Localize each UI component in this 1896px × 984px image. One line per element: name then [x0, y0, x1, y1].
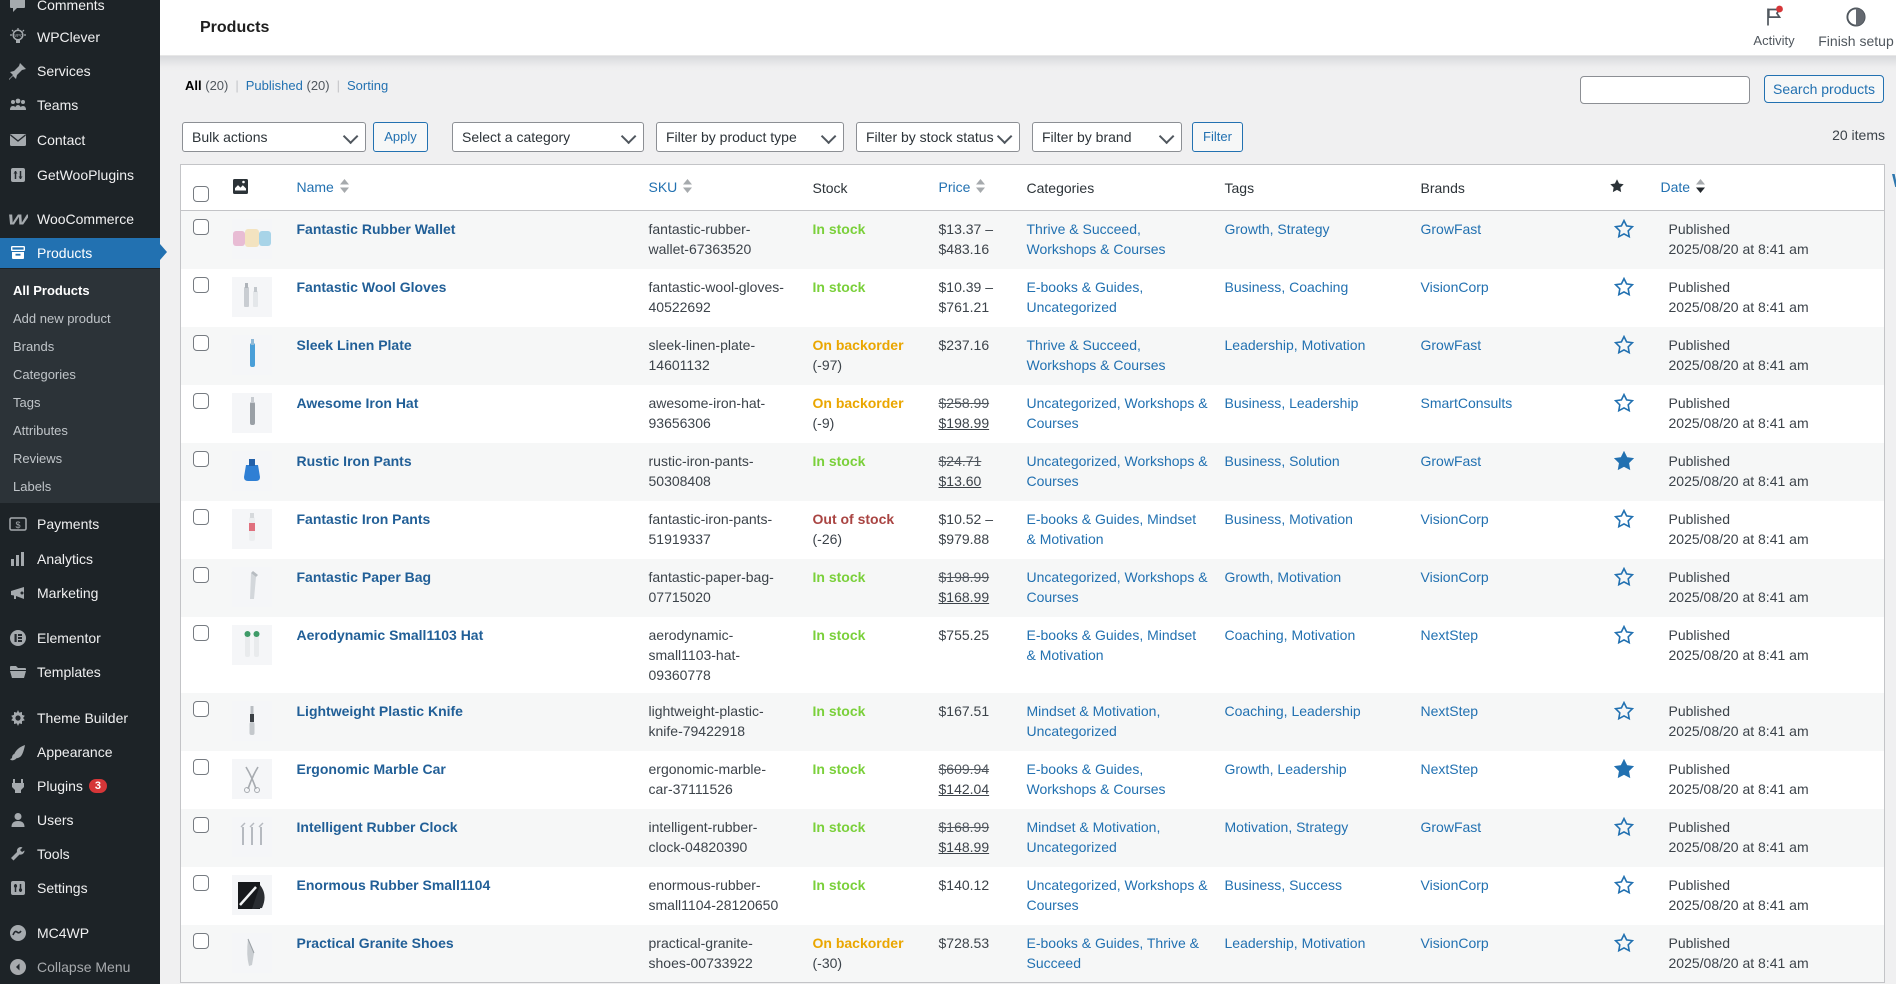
svg-text:W: W	[8, 212, 28, 229]
svg-text:WPC: WPC	[13, 33, 24, 38]
svg-text:$: $	[15, 520, 20, 530]
